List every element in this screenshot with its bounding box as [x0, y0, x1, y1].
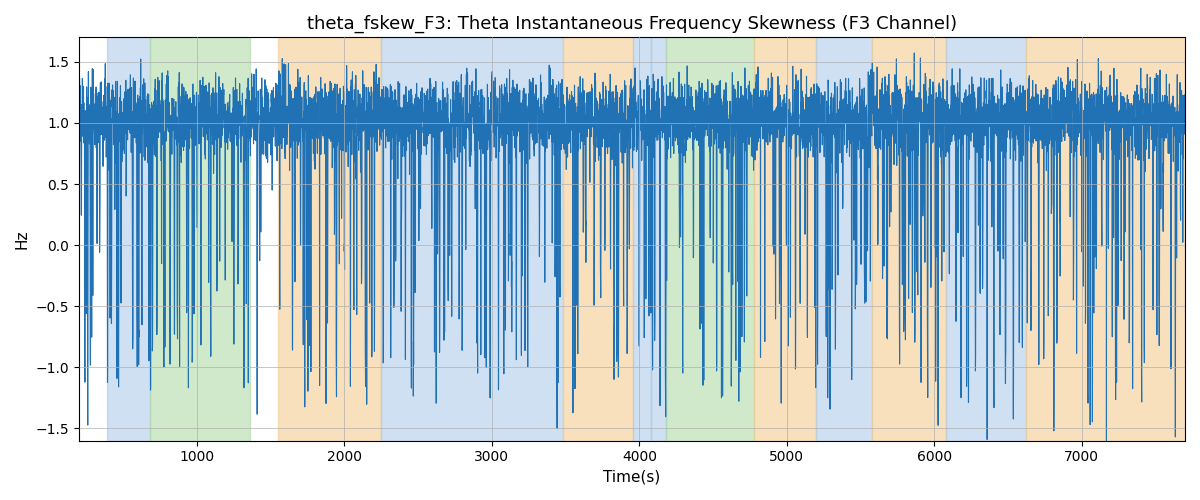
Bar	[107, 38, 150, 440]
Bar	[278, 38, 382, 440]
Bar	[946, 38, 1026, 440]
X-axis label: Time(s): Time(s)	[604, 470, 660, 485]
Bar	[563, 38, 634, 440]
Bar	[634, 38, 652, 440]
Y-axis label: Hz: Hz	[14, 230, 30, 249]
Bar	[872, 38, 946, 440]
Bar	[816, 38, 872, 440]
Bar	[666, 38, 755, 440]
Bar	[652, 38, 666, 440]
Bar	[1026, 38, 1186, 440]
Bar	[755, 38, 816, 440]
Bar	[382, 38, 563, 440]
Bar	[150, 38, 250, 440]
Title: theta_fskew_F3: Theta Instantaneous Frequency Skewness (F3 Channel): theta_fskew_F3: Theta Instantaneous Freq…	[307, 15, 958, 34]
